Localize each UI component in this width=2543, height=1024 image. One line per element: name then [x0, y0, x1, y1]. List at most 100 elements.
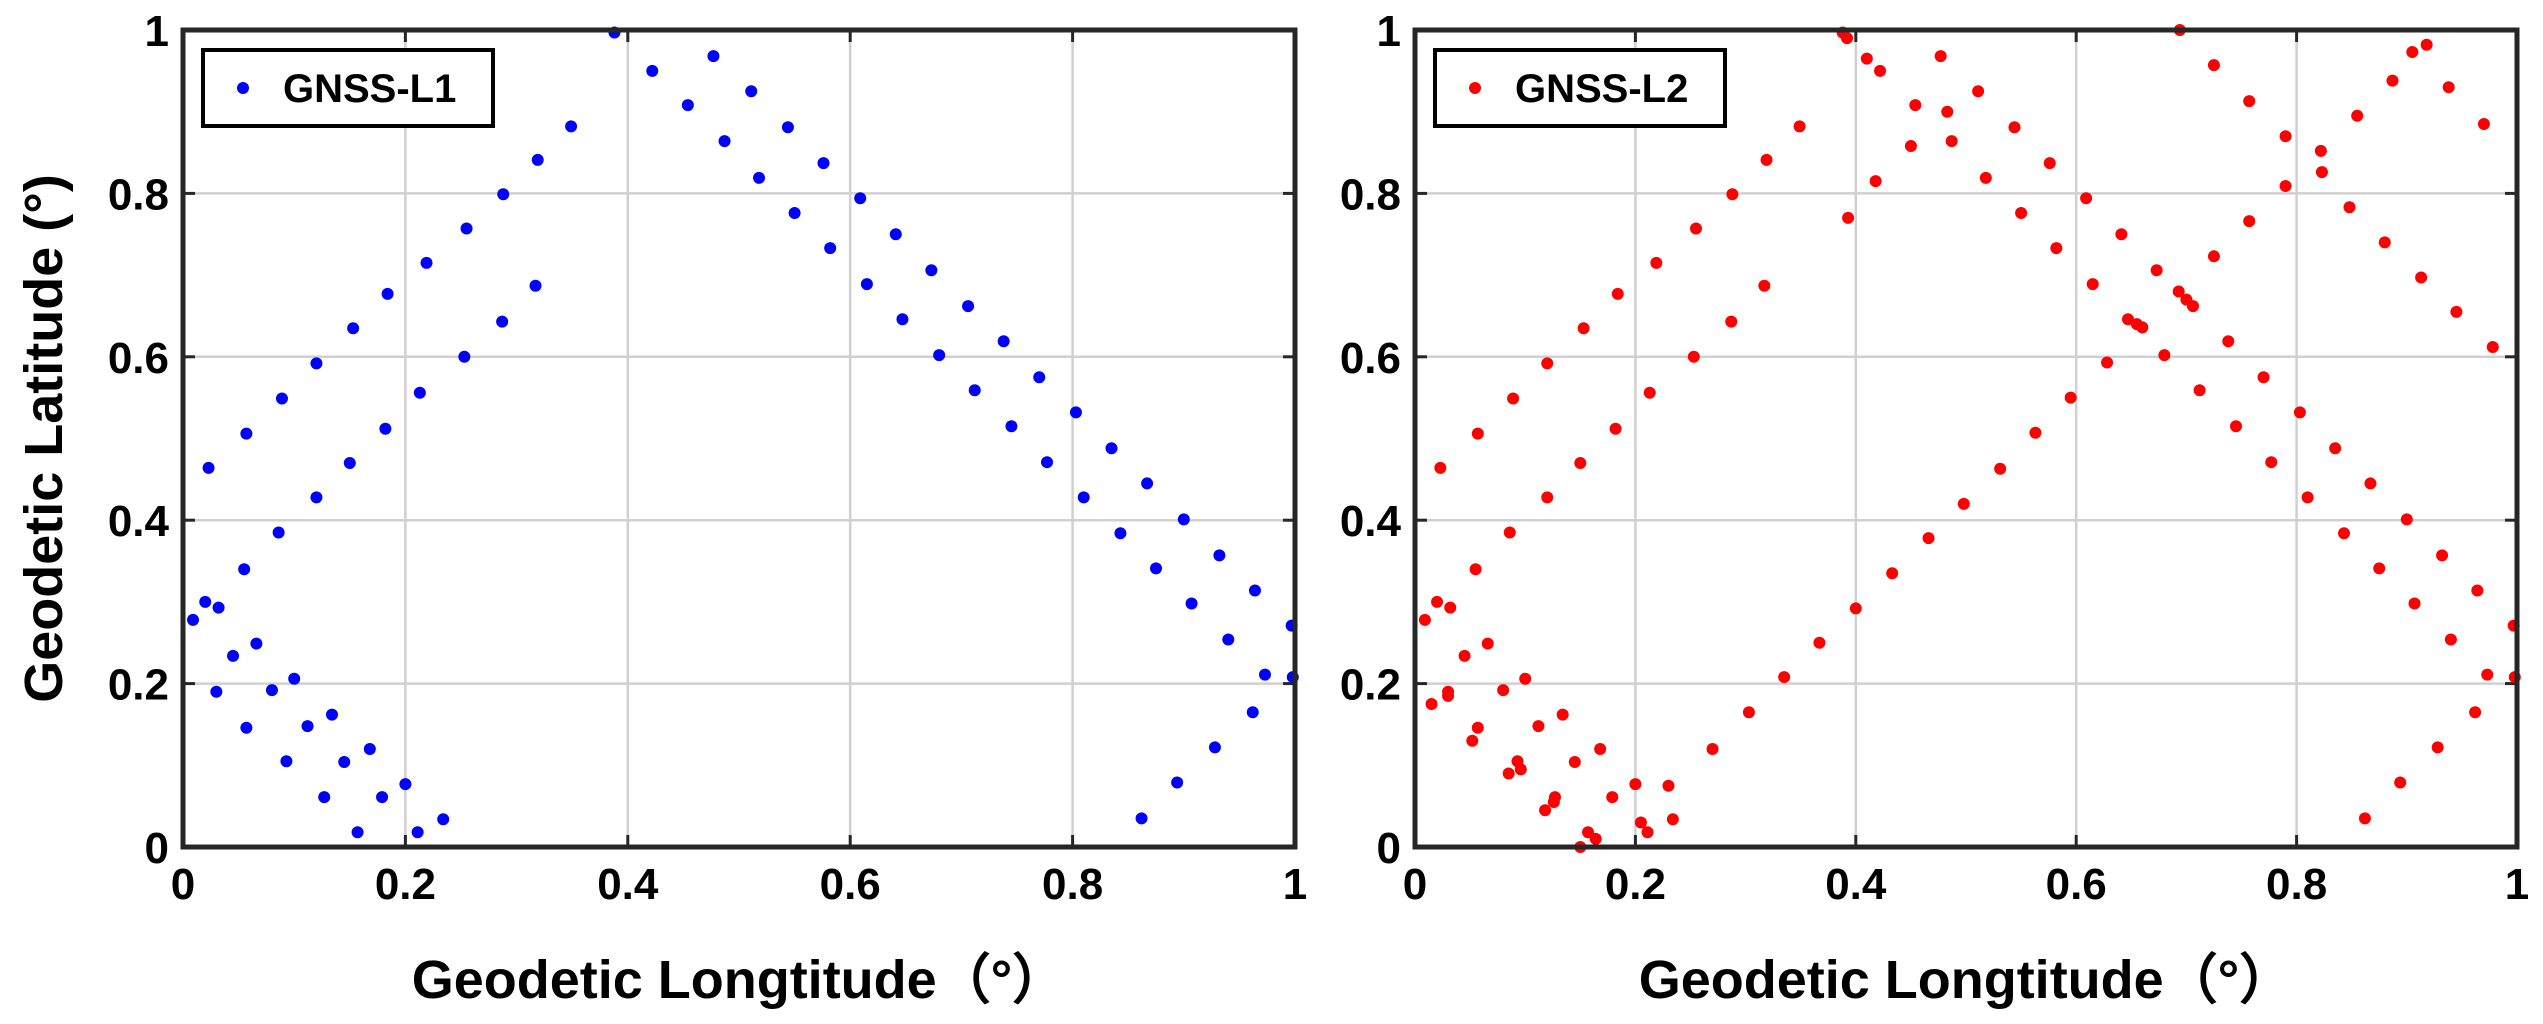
data-point	[1469, 563, 1482, 576]
y-tick-label: 0	[145, 824, 169, 873]
data-point	[2115, 228, 2128, 241]
data-point	[2337, 527, 2350, 540]
data-point	[1945, 135, 1958, 148]
data-point	[565, 120, 578, 133]
data-point	[1466, 734, 1479, 747]
data-point	[824, 242, 837, 255]
data-point	[2436, 549, 2449, 562]
data-point	[860, 278, 873, 291]
data-point	[1725, 315, 1738, 328]
series-gnss-l1	[187, 26, 1299, 839]
x-tick-label: 1	[2505, 860, 2529, 909]
data-point	[529, 279, 542, 292]
data-point	[2193, 384, 2206, 397]
data-point	[1726, 188, 1739, 201]
data-point	[1994, 462, 2007, 475]
data-point	[1922, 532, 1935, 545]
data-point	[2477, 117, 2490, 130]
data-point	[646, 64, 659, 77]
x-tick-label: 0.4	[597, 860, 659, 909]
data-point	[460, 222, 473, 235]
data-point	[1033, 371, 1046, 384]
data-point	[1793, 120, 1806, 133]
data-point	[1813, 636, 1826, 649]
y-tick-label: 1	[1377, 7, 1401, 56]
data-point	[2431, 741, 2444, 754]
data-point	[338, 756, 351, 769]
data-point	[997, 335, 1010, 348]
x-tick-label: 1	[1283, 860, 1307, 909]
y-axis-label: Geodetic Latitude (°)	[14, 174, 74, 703]
data-point	[1979, 171, 1992, 184]
data-point	[1497, 684, 1510, 697]
data-point	[363, 742, 376, 755]
data-point	[1842, 211, 1855, 224]
data-point	[1425, 698, 1438, 711]
legend-label: GNSS-L2	[1515, 67, 1688, 111]
data-point	[933, 349, 946, 362]
data-point	[2121, 313, 2134, 326]
data-point	[2279, 180, 2292, 193]
data-point	[1502, 767, 1515, 780]
data-point	[1934, 50, 1947, 63]
data-point	[1706, 742, 1719, 755]
data-point	[1611, 287, 1624, 300]
data-point	[1150, 562, 1162, 575]
data-point	[1941, 105, 1954, 118]
data-point	[265, 684, 278, 697]
data-point	[1005, 420, 1018, 433]
data-point	[1418, 613, 1431, 626]
data-point	[420, 256, 433, 269]
data-point	[896, 313, 909, 326]
data-point	[1778, 671, 1791, 684]
data-point	[1135, 812, 1148, 825]
data-point	[2172, 285, 2185, 298]
data-point	[301, 720, 314, 733]
data-point	[781, 121, 794, 134]
data-point	[817, 157, 830, 170]
data-point	[1742, 706, 1755, 719]
x-axis-label: Geodetic Longtitude（°）	[412, 950, 1067, 1010]
data-point	[2015, 207, 2028, 220]
data-point	[1589, 832, 1602, 845]
data-point	[2351, 109, 2364, 122]
x-tick-label: 0.6	[2046, 860, 2107, 909]
x-tick-label: 0.4	[1825, 860, 1887, 909]
data-point	[2450, 305, 2463, 318]
data-point	[496, 315, 509, 328]
data-point	[2080, 192, 2093, 205]
data-point	[2315, 166, 2328, 179]
data-point	[2243, 95, 2256, 108]
data-point	[1208, 741, 1221, 754]
legend-label: GNSS-L1	[283, 67, 456, 111]
data-point	[275, 392, 288, 405]
y-tick-label: 0.2	[108, 661, 169, 710]
data-point	[1539, 804, 1552, 817]
data-point	[968, 384, 981, 397]
data-point	[1258, 668, 1271, 681]
data-point	[1141, 477, 1154, 490]
data-point	[1869, 175, 1882, 188]
legend-box	[201, 48, 495, 128]
x-tick-label: 0.2	[1605, 860, 1666, 909]
data-point	[326, 708, 339, 721]
data-point	[413, 386, 426, 399]
data-point	[2101, 356, 2114, 369]
data-point	[1471, 427, 1484, 440]
data-point	[376, 791, 389, 804]
data-point	[745, 85, 758, 98]
data-point	[1577, 322, 1590, 335]
data-point	[212, 601, 225, 614]
legend: GNSS-L2	[1433, 48, 1727, 128]
data-point	[2406, 46, 2419, 59]
data-point	[2050, 242, 2063, 255]
data-point	[2314, 144, 2327, 157]
x-tick-label: 0.8	[2266, 860, 2327, 909]
data-point	[1541, 357, 1554, 370]
data-point	[2301, 491, 2314, 504]
data-point	[1471, 721, 1484, 734]
data-point	[2420, 38, 2433, 51]
data-point	[889, 228, 902, 241]
data-point	[227, 649, 240, 662]
y-tick-label: 0.4	[108, 497, 170, 546]
